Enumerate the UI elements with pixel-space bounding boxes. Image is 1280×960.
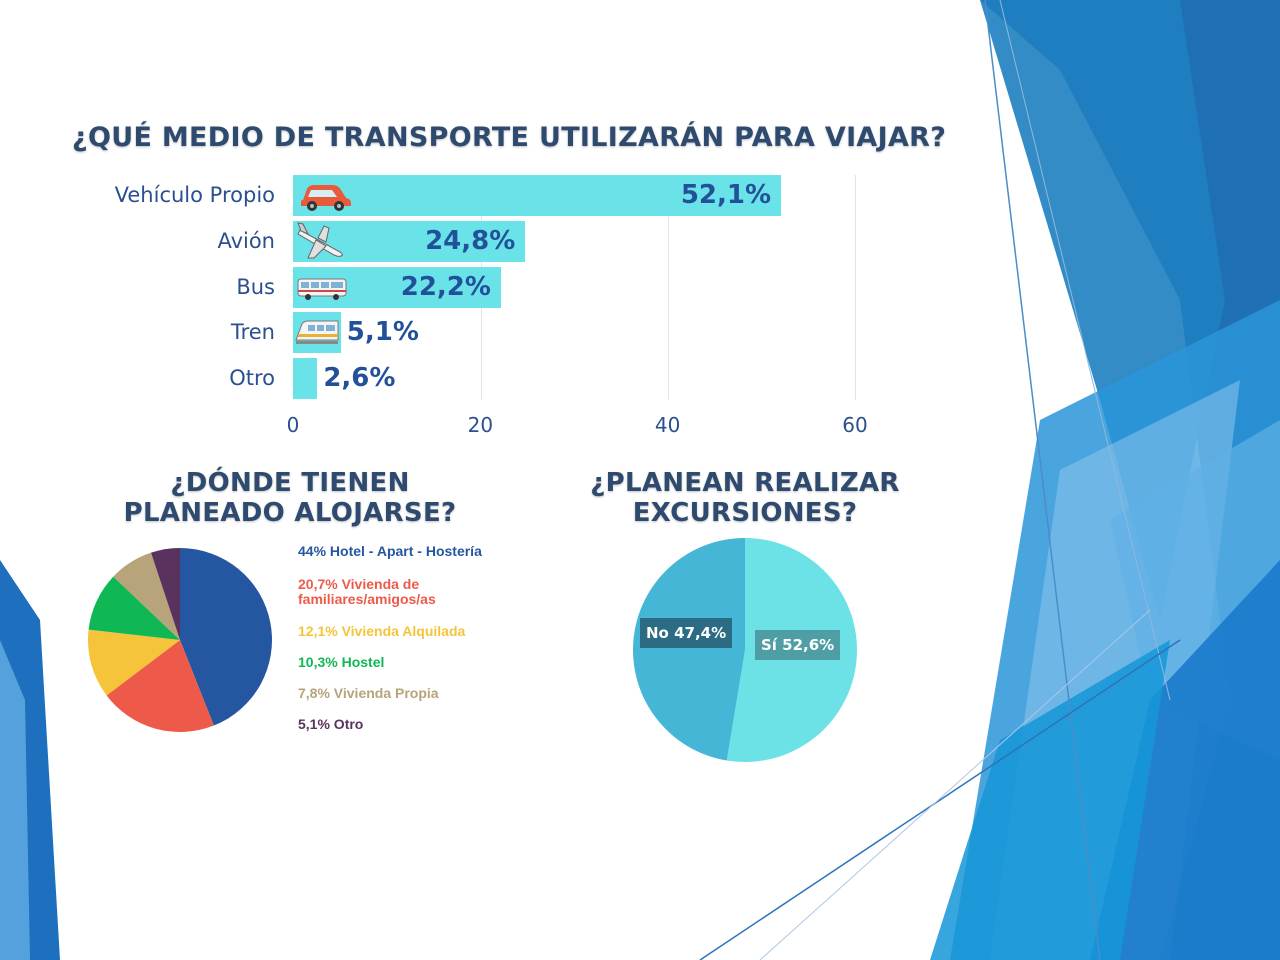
x-tick-label: 20	[467, 413, 494, 437]
x-tick-label: 40	[654, 413, 681, 437]
x-tick-label: 0	[286, 413, 300, 437]
accommodation-pie-chart	[88, 548, 273, 732]
value-label-otro: 2,6%	[323, 363, 396, 393]
value-label-vehiculo: 52,1%	[680, 180, 772, 210]
pie-slice-3	[88, 576, 180, 640]
bar-vehiculo-propio	[293, 175, 781, 216]
x-tick-label: 60	[842, 413, 868, 437]
pie-label-no: No 47,4%	[640, 618, 733, 648]
airplane-icon	[297, 222, 343, 259]
legend-item-vivienda-alquilada: 12,1% Vivienda Alquilada	[298, 623, 466, 639]
accommodation-pie-title: ¿DÓNDE TIENEN PLANEADO ALOJARSE?	[123, 468, 457, 528]
legend-item-vivienda-familiares: 20,7% Vivienda de familiares/amigos/as	[298, 576, 436, 607]
value-label-tren: 5,1%	[346, 317, 419, 347]
car-icon	[301, 185, 351, 211]
legend-item-otro: 5,1% Otro	[298, 716, 364, 732]
pie-slice-2	[88, 629, 180, 696]
bar-otro	[293, 358, 318, 399]
value-label-avion: 24,8%	[425, 226, 516, 256]
value-label-bus: 22,2%	[400, 272, 491, 302]
bus-icon	[297, 278, 347, 300]
pie-slice-4	[113, 552, 180, 640]
pie-slice-5	[151, 548, 180, 640]
gridline	[855, 175, 856, 400]
gridline	[668, 175, 669, 400]
category-label-bus: Bus	[236, 275, 275, 299]
pie-slice-1	[633, 538, 745, 761]
train-icon	[295, 320, 339, 344]
category-label-tren: Tren	[230, 320, 275, 344]
pie-slice-0	[180, 548, 273, 726]
excursions-pie-title: ¿PLANEAN REALIZAR EXCURSIONES?	[590, 468, 900, 528]
legend-item-vivienda-propia: 7,8% Vivienda Propia	[298, 685, 439, 701]
bar-chart-title: ¿QUÉ MEDIO DE TRANSPORTE UTILIZARÁN PARA…	[72, 122, 947, 153]
category-label-vehiculo: Vehículo Propio	[114, 183, 275, 207]
category-label-avion: Avión	[217, 229, 275, 253]
legend-item-hotel: 44% Hotel - Apart - Hostería	[298, 543, 482, 559]
pie-label-si: Sí 52,6%	[755, 630, 841, 660]
legend-item-hostel: 10,3% Hostel	[298, 654, 385, 670]
pie-slice-1	[106, 640, 214, 732]
category-label-otro: Otro	[229, 366, 275, 390]
bar-avion	[293, 221, 526, 262]
